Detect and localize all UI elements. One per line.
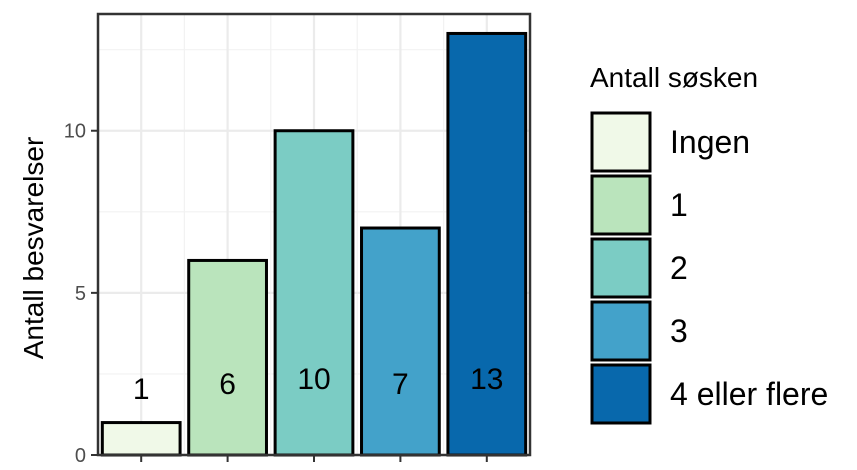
y-tick-label: 5 [75,283,86,305]
plot-panel: 0 5 10 1 6 10 7 13 [64,12,532,467]
bar [273,129,355,457]
data-label: 10 [297,363,330,396]
data-label: 13 [470,363,503,396]
legend-label: Ingen [670,124,750,160]
legend-label: 3 [670,313,688,349]
data-label: 6 [219,368,236,401]
legend: Antall søsken Ingen 1 2 3 4 eller flere [590,62,828,425]
legend-key [590,174,652,236]
bar [187,258,268,457]
y-tick-label: 0 [75,445,86,467]
panel-border [96,12,532,457]
bar [446,31,528,457]
legend-key [590,237,652,299]
legend-label: 4 eller flere [670,376,828,412]
legend-label: 2 [670,250,688,286]
legend-title: Antall søsken [590,62,758,93]
bar [360,226,441,457]
legend-key [590,363,652,425]
legend-label: 1 [670,187,688,223]
y-tick-label: 10 [64,121,86,143]
y-axis-label: Antall besvarelser [18,137,49,360]
data-label: 1 [133,373,150,406]
data-label: 7 [392,368,409,401]
bar [100,421,182,457]
legend-key [590,111,652,173]
legend-key [590,300,652,362]
